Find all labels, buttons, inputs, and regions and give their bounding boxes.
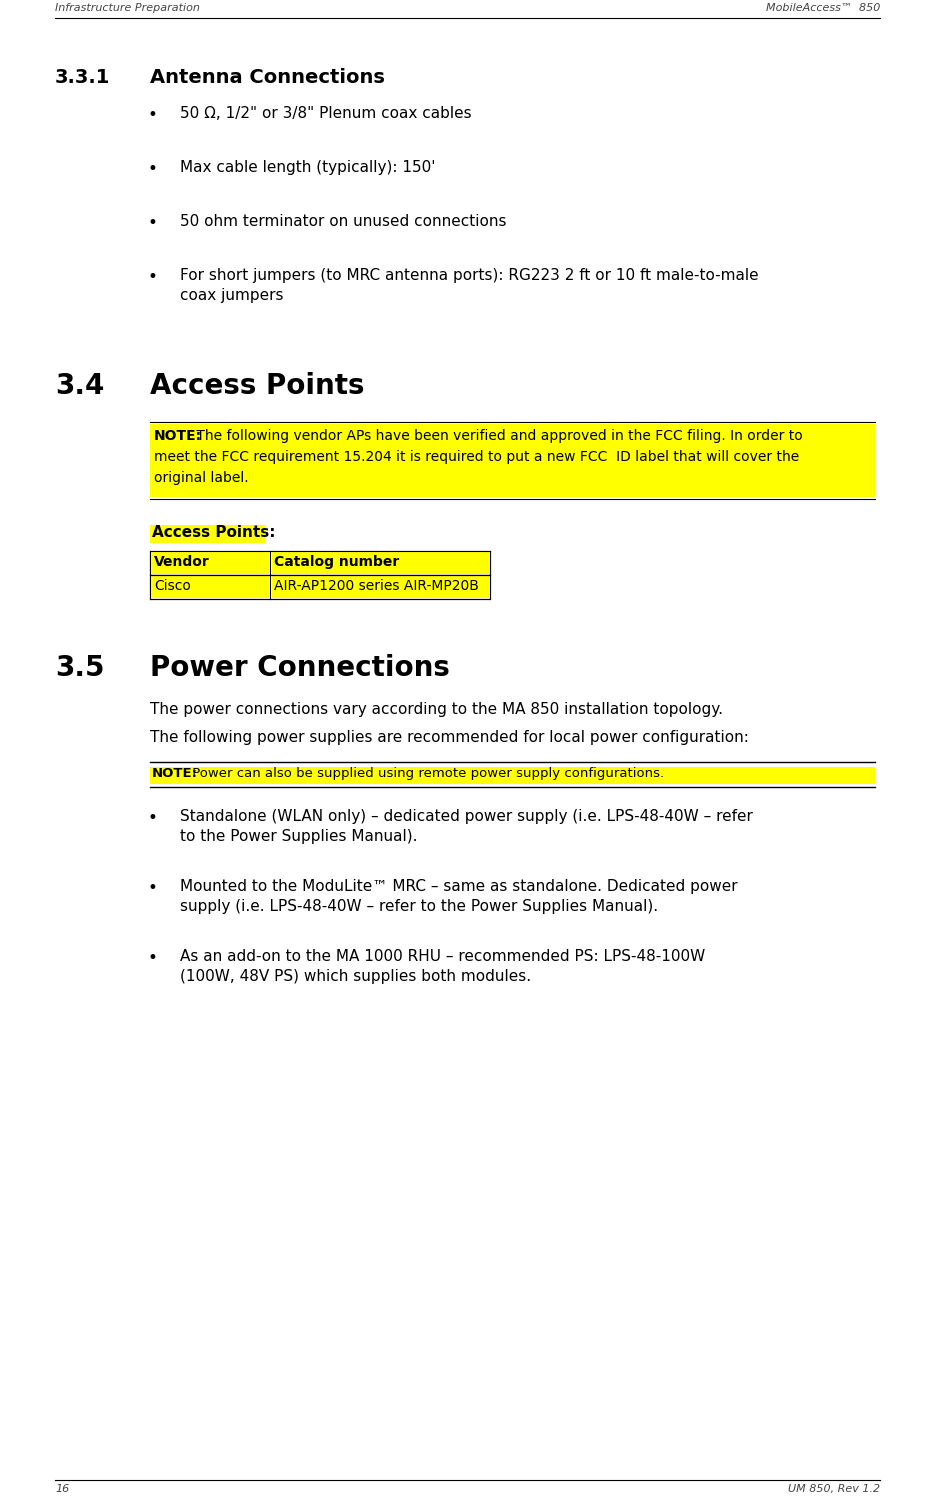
Text: UM 850, Rev 1.2: UM 850, Rev 1.2: [788, 1483, 880, 1494]
Bar: [152, 576, 269, 598]
Text: •: •: [147, 268, 156, 286]
Text: original label.: original label.: [154, 470, 248, 485]
Text: Power can also be supplied using remote power supply configurations.: Power can also be supplied using remote …: [188, 767, 664, 780]
Text: Catalog number: Catalog number: [274, 555, 399, 570]
Text: AIR-AP1200 series AIR-MP20B: AIR-AP1200 series AIR-MP20B: [274, 579, 479, 594]
Text: Standalone (WLAN only) – dedicated power supply (i.e. LPS-48-40W – refer: Standalone (WLAN only) – dedicated power…: [180, 809, 753, 824]
Text: •: •: [147, 879, 156, 897]
Text: The following power supplies are recommended for local power configuration:: The following power supplies are recomme…: [150, 730, 749, 745]
Text: NOTE:: NOTE:: [154, 428, 202, 443]
Text: 3.4: 3.4: [55, 373, 105, 400]
Text: The power connections vary according to the MA 850 installation topology.: The power connections vary according to …: [150, 702, 723, 717]
Text: •: •: [147, 107, 156, 125]
Bar: [272, 576, 489, 598]
Text: MobileAccess™  850: MobileAccess™ 850: [766, 3, 880, 14]
Bar: [150, 424, 875, 497]
Text: •: •: [147, 809, 156, 827]
Bar: [152, 552, 269, 574]
Text: meet the FCC requirement 15.204 it is required to put a new FCC  ID label that w: meet the FCC requirement 15.204 it is re…: [154, 449, 799, 464]
Bar: [150, 525, 265, 543]
Bar: [150, 767, 875, 785]
Text: Vendor: Vendor: [154, 555, 210, 570]
Text: NOTE:: NOTE:: [152, 767, 198, 780]
Text: 3.3.1: 3.3.1: [55, 68, 110, 87]
Text: Antenna Connections: Antenna Connections: [150, 68, 385, 87]
Bar: [272, 552, 489, 574]
Text: Cisco: Cisco: [154, 579, 191, 594]
Text: For short jumpers (to MRC antenna ports): RG223 2 ft or 10 ft male-to-male: For short jumpers (to MRC antenna ports)…: [180, 268, 758, 283]
Text: •: •: [147, 159, 156, 177]
Text: 50 Ω, 1/2" or 3/8" Plenum coax cables: 50 Ω, 1/2" or 3/8" Plenum coax cables: [180, 107, 471, 122]
Text: Power Connections: Power Connections: [150, 654, 450, 682]
Text: The following vendor APs have been verified and approved in the FCC filing. In o: The following vendor APs have been verif…: [192, 428, 803, 443]
Text: 3.5: 3.5: [55, 654, 105, 682]
Text: Max cable length (typically): 150': Max cable length (typically): 150': [180, 159, 435, 174]
Text: (100W, 48V PS) which supplies both modules.: (100W, 48V PS) which supplies both modul…: [180, 969, 532, 984]
Text: Mounted to the ModuLite™ MRC – same as standalone. Dedicated power: Mounted to the ModuLite™ MRC – same as s…: [180, 879, 738, 894]
Text: coax jumpers: coax jumpers: [180, 289, 283, 304]
Bar: [150, 552, 490, 576]
Text: •: •: [147, 948, 156, 966]
Text: •: •: [147, 213, 156, 231]
Bar: [150, 576, 490, 600]
Text: supply (i.e. LPS-48-40W – refer to the Power Supplies Manual).: supply (i.e. LPS-48-40W – refer to the P…: [180, 899, 658, 914]
Text: 16: 16: [55, 1483, 69, 1494]
Text: As an add-on to the MA 1000 RHU – recommended PS: LPS-48-100W: As an add-on to the MA 1000 RHU – recomm…: [180, 948, 706, 963]
Text: Access Points: Access Points: [150, 373, 365, 400]
Text: Access Points:: Access Points:: [152, 525, 276, 540]
Text: to the Power Supplies Manual).: to the Power Supplies Manual).: [180, 830, 418, 845]
Text: Infrastructure Preparation: Infrastructure Preparation: [55, 3, 200, 14]
Text: 50 ohm terminator on unused connections: 50 ohm terminator on unused connections: [180, 213, 507, 228]
